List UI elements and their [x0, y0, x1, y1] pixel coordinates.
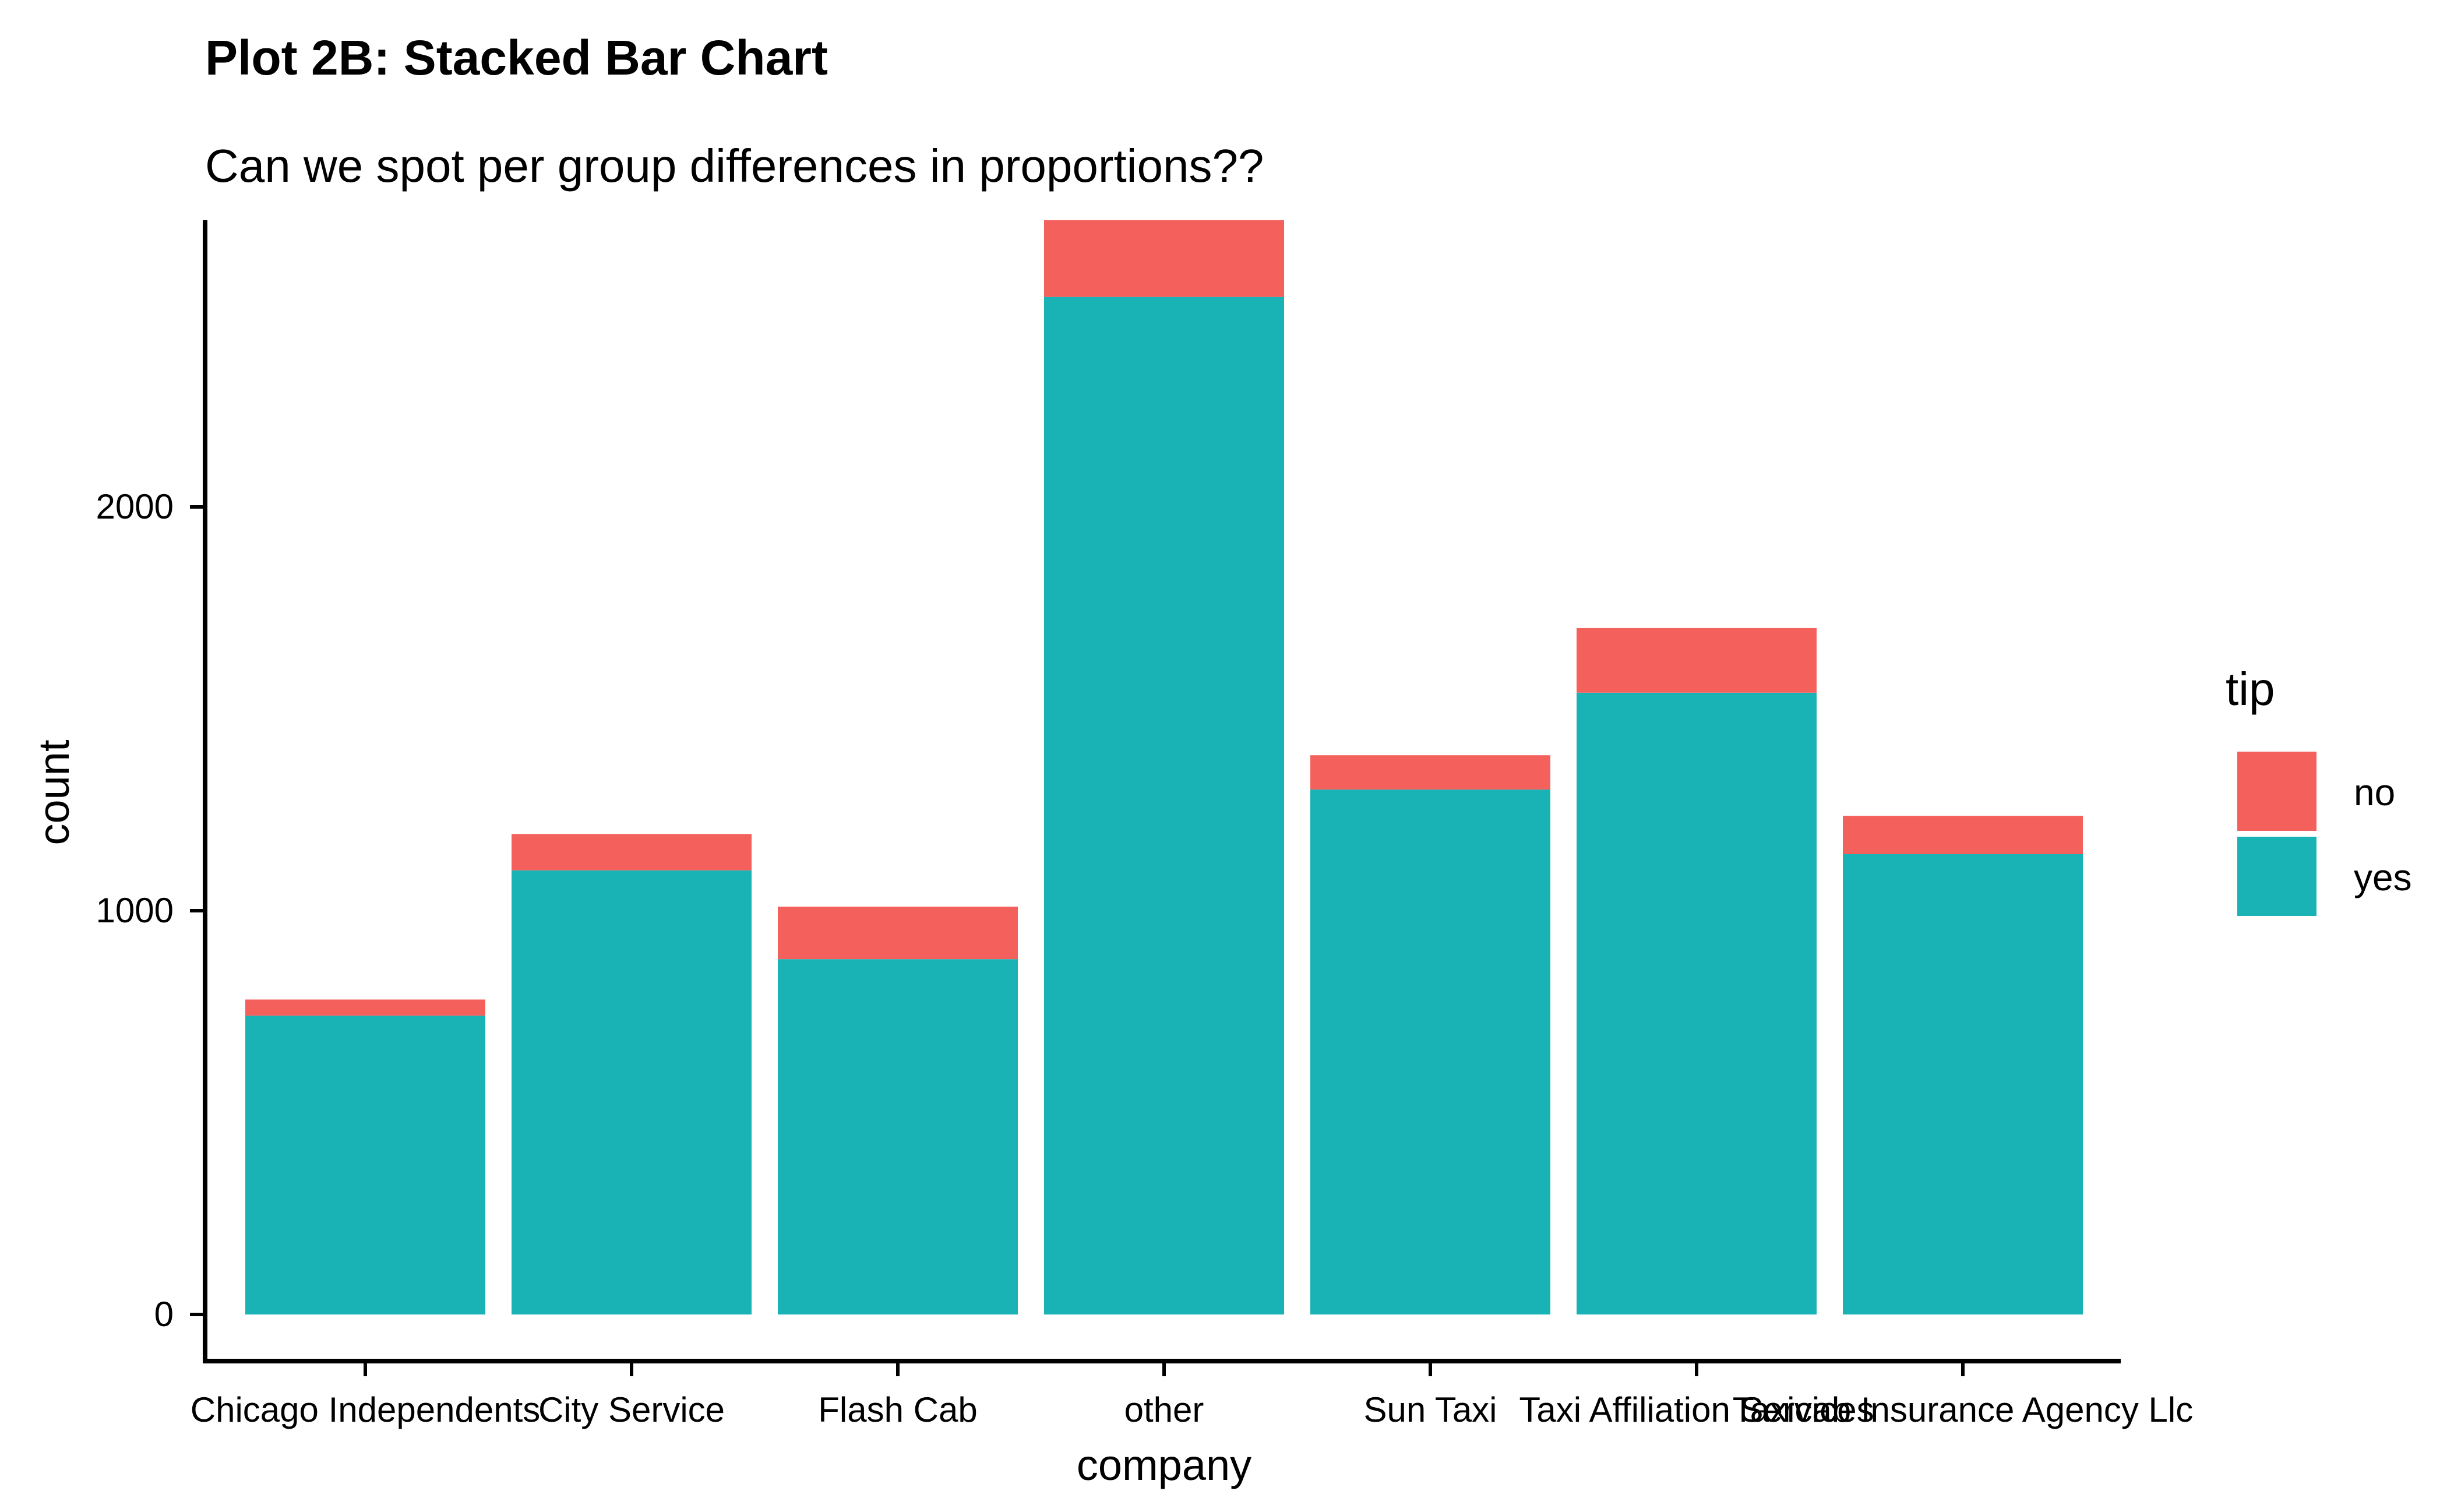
legend-swatch-yes: [2237, 837, 2316, 916]
legend: tip no yes: [2226, 663, 2412, 916]
y-axis-ticks: 0 1000 2000: [96, 487, 205, 1334]
bars-group: [245, 220, 2083, 1314]
bar-segment-yes: [512, 870, 752, 1314]
bar-segment-yes: [1843, 854, 2083, 1314]
legend-label-no: no: [2354, 771, 2395, 813]
x-axis-title: company: [1077, 1441, 1251, 1489]
x-tick-label: Chicago Independents: [191, 1390, 540, 1429]
bar-segment-yes: [778, 959, 1018, 1314]
x-tick-label: Taxi Affiliation Services: [1519, 1390, 1874, 1429]
y-tick-label: 1000: [96, 891, 174, 930]
bar-segment-no: [778, 907, 1018, 960]
bar-segment-yes: [1310, 790, 1550, 1314]
y-tick-label: 0: [154, 1295, 174, 1334]
bar-segment-no: [245, 999, 485, 1016]
y-tick-label: 2000: [96, 487, 174, 526]
chart-title: Plot 2B: Stacked Bar Chart: [205, 30, 828, 85]
x-tick-label: City Service: [538, 1390, 725, 1429]
bar-segment-no: [1577, 628, 1817, 693]
legend-title: tip: [2226, 663, 2275, 715]
x-tick-label: other: [1124, 1390, 1204, 1429]
bar-segment-yes: [1044, 297, 1284, 1314]
bar-segment-no: [1044, 220, 1284, 297]
bar-segment-no: [1310, 755, 1550, 790]
bar-segment-yes: [1577, 692, 1817, 1314]
x-tick-label: Sun Taxi: [1363, 1390, 1497, 1429]
chart-subtitle: Can we spot per group differences in pro…: [205, 140, 1264, 192]
x-tick-label: Taxicab Insurance Agency Llc: [1733, 1390, 2193, 1429]
bar-segment-yes: [245, 1016, 485, 1314]
x-tick-label: Flash Cab: [818, 1390, 977, 1429]
legend-items: no yes: [2237, 752, 2412, 916]
y-axis-title: count: [30, 739, 78, 845]
bar-segment-no: [1843, 816, 2083, 854]
legend-label-yes: yes: [2354, 857, 2412, 898]
legend-swatch-no: [2237, 752, 2316, 831]
bar-segment-no: [512, 834, 752, 870]
